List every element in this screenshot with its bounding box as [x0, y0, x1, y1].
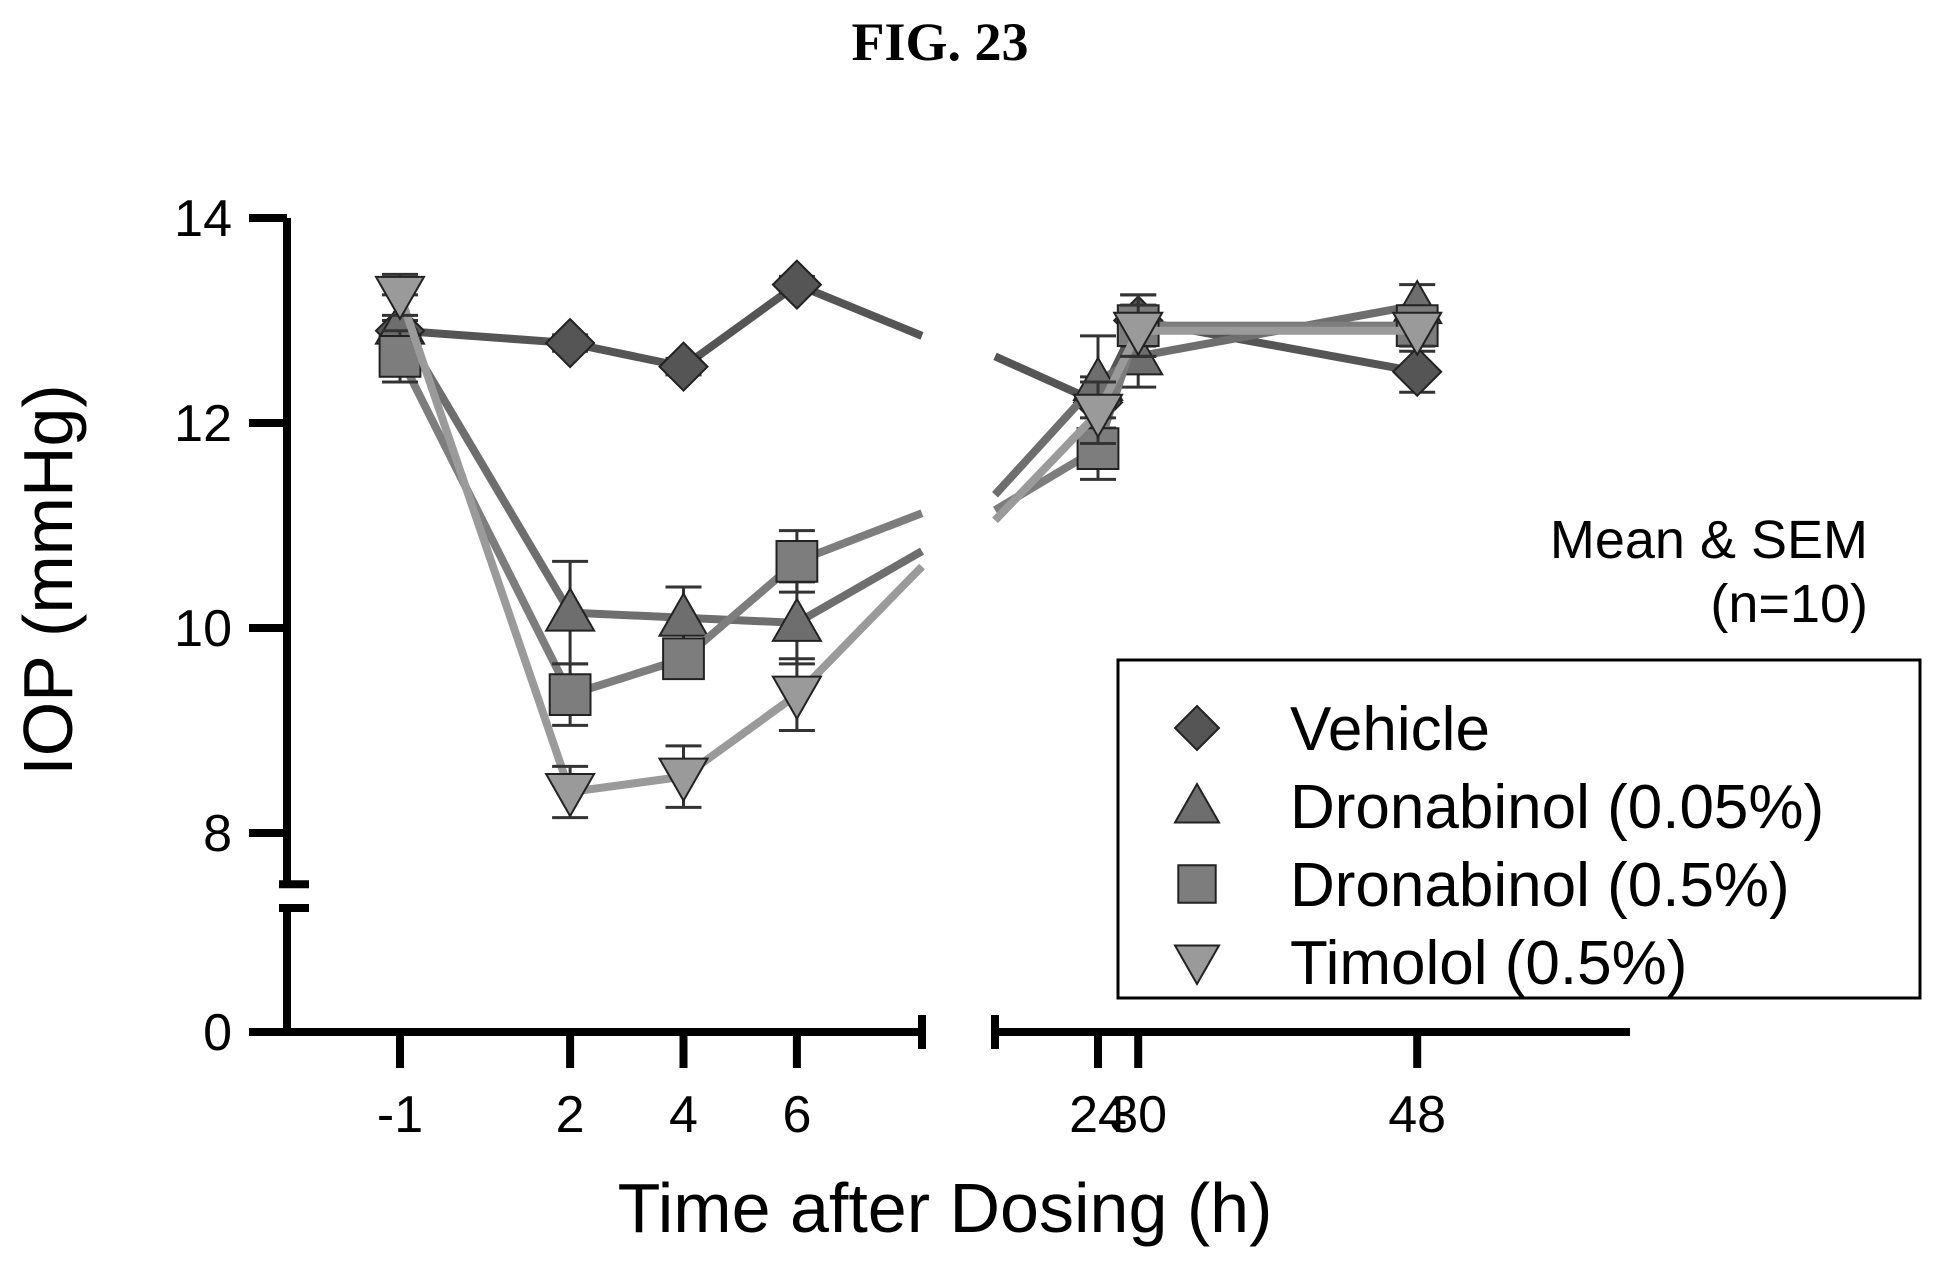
series-line [992, 321, 1418, 514]
data-point [775, 539, 819, 583]
data-point [771, 675, 823, 721]
x-tick-label: 2 [556, 1086, 585, 1144]
data-point [658, 341, 709, 393]
x-tick-label: 6 [782, 1086, 811, 1144]
x-tick-label: -1 [377, 1086, 423, 1144]
legend-label: Timolol (0.5%) [1290, 929, 1687, 998]
y-tick-label: 12 [174, 395, 232, 453]
data-point [1112, 311, 1164, 357]
legend-label: Dronabinol (0.05%) [1290, 773, 1824, 842]
legend-label: Dronabinol (0.5%) [1290, 851, 1790, 920]
legend-marker [1173, 704, 1221, 752]
x-tick-label: 48 [1388, 1086, 1446, 1144]
x-axis-title: Time after Dosing (h) [618, 1169, 1273, 1247]
y-tick-label: 10 [174, 600, 232, 658]
series-4 [374, 272, 1443, 820]
data-point [657, 591, 710, 637]
data-point [771, 596, 823, 642]
x-tick-label: 24 [1069, 1086, 1127, 1144]
y-tick-label: 0 [203, 1004, 232, 1062]
data-point [662, 637, 705, 681]
series-line [399, 280, 924, 371]
data-point [771, 259, 823, 311]
series-line [992, 326, 1418, 524]
data-point [374, 275, 426, 321]
x-tick-label: 30 [1109, 1086, 1167, 1144]
y-tick-label: 8 [203, 805, 232, 863]
data-point [544, 317, 596, 369]
series-layer [374, 259, 1443, 820]
data-point [1072, 393, 1124, 439]
data-point [1076, 427, 1120, 471]
legend-box [1116, 658, 1922, 1000]
data-point [544, 773, 596, 819]
data-point [378, 334, 422, 378]
y-axis-title: IOP (mmHg) [9, 384, 87, 776]
legend: Vehicle Dronabinol (0.05%) Dronabinol (0.5… [1116, 658, 1922, 1000]
data-point [1391, 346, 1443, 398]
annotation-line2: (n=10) [1710, 574, 1868, 634]
figure-title: FIG. 23 [851, 12, 1028, 72]
data-point [548, 673, 592, 717]
x-tick-label: 4 [669, 1086, 698, 1144]
legend-label: Vehicle [1290, 695, 1490, 764]
data-point [1391, 311, 1443, 357]
legend-marker [1177, 864, 1217, 904]
annotation-line1: Mean & SEM [1550, 510, 1868, 570]
legend-marker [1173, 944, 1221, 987]
series-line [993, 316, 1418, 408]
series-line [396, 323, 924, 627]
data-point [657, 757, 710, 803]
series-1 [374, 259, 1443, 430]
legend-marker [1173, 781, 1221, 824]
y-tick-label: 14 [174, 190, 232, 248]
data-point [544, 586, 596, 632]
